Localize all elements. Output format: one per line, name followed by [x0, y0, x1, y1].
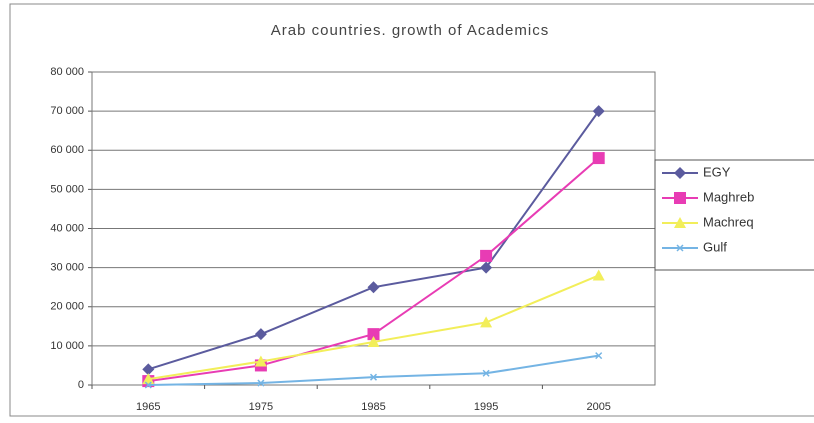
x-tick-label: 1975: [249, 401, 273, 413]
point: [367, 281, 380, 294]
legend-label: EGY: [703, 164, 731, 179]
legend-marker: [674, 167, 686, 179]
y-tick-label: 10 000: [50, 340, 84, 352]
point: [369, 373, 378, 381]
legend-label: Machreq: [703, 214, 754, 229]
point: [592, 269, 605, 281]
x-tick-label: 1965: [136, 401, 160, 413]
point: [480, 261, 493, 274]
point: [480, 249, 493, 262]
point: [142, 363, 155, 376]
point: [367, 328, 380, 341]
point: [367, 335, 380, 347]
x-tick-label: 1995: [474, 401, 498, 413]
y-tick-label: 60 000: [50, 144, 84, 156]
legend-marker: [674, 217, 686, 228]
point: [592, 152, 605, 165]
legend-box: [654, 159, 814, 271]
point: [482, 369, 490, 377]
legend-marker: [674, 192, 686, 204]
y-tick-label: 80 000: [50, 66, 84, 78]
point: [142, 373, 155, 385]
point: [254, 328, 267, 341]
point: [592, 105, 605, 118]
y-tick-label: 20 000: [50, 301, 84, 313]
y-tick-label: 70 000: [50, 105, 84, 117]
legend-label: Maghreb: [703, 189, 754, 204]
point: [480, 316, 493, 328]
chart-title: Arab countries. growth of Academics: [271, 22, 549, 39]
y-tick-label: 30 000: [50, 262, 84, 274]
legend-label: Gulf: [703, 239, 727, 254]
x-tick-label: 1985: [361, 401, 385, 413]
point: [257, 379, 265, 387]
legend-marker: [676, 244, 684, 252]
point: [595, 352, 603, 360]
y-tick-label: 50 000: [50, 183, 84, 195]
y-tick-label: 40 000: [50, 222, 84, 234]
y-tick-label: 0: [78, 379, 84, 391]
x-tick-label: 2005: [586, 401, 610, 413]
point: [254, 355, 267, 367]
point: [144, 381, 152, 389]
